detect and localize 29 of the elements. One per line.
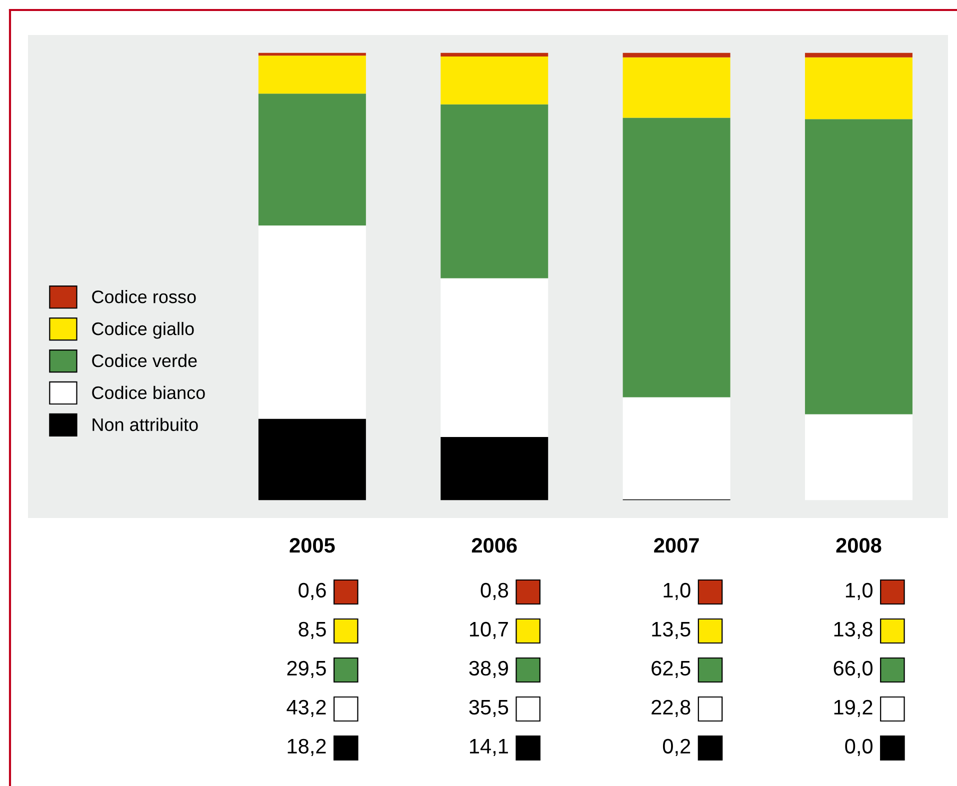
data-label: 18,2 (288, 738, 326, 756)
data-label: 1,0 (846, 582, 872, 600)
data-label: 29,5 (287, 660, 326, 678)
legend-label: Codice rosso (92, 290, 196, 304)
data-label: 0,0 (845, 738, 872, 756)
data-label: 13,5 (652, 622, 690, 640)
data-label: 14,1 (470, 739, 508, 756)
data-label: 43,2 (286, 700, 326, 718)
legend-label: Non attribuito (92, 418, 198, 432)
data-label: 13,8 (834, 622, 872, 640)
data-label: 62,5 (652, 660, 690, 678)
legend-label: Codice verde (92, 354, 197, 368)
data-label: 35,5 (469, 700, 508, 718)
x-tick-label: 2006 (472, 538, 517, 553)
x-tick-label: 2005 (290, 538, 335, 553)
legend-label: Codice giallo (92, 322, 194, 339)
data-label: 10,7 (470, 622, 508, 640)
data-label: 0,6 (298, 582, 326, 600)
x-tick-label: 2007 (654, 538, 699, 553)
data-label: 22,8 (652, 700, 690, 718)
data-label: 38,9 (469, 660, 508, 678)
data-label: 19,2 (834, 700, 872, 718)
data-label: 1,0 (664, 582, 690, 600)
data-label: 8,5 (298, 622, 326, 640)
data-label: 0,8 (480, 582, 508, 600)
x-tick-label: 2008 (836, 538, 882, 553)
data-label: 66,0 (834, 660, 872, 678)
legend-label: Codice bianco (92, 386, 205, 400)
data-label: 0,2 (662, 738, 690, 756)
